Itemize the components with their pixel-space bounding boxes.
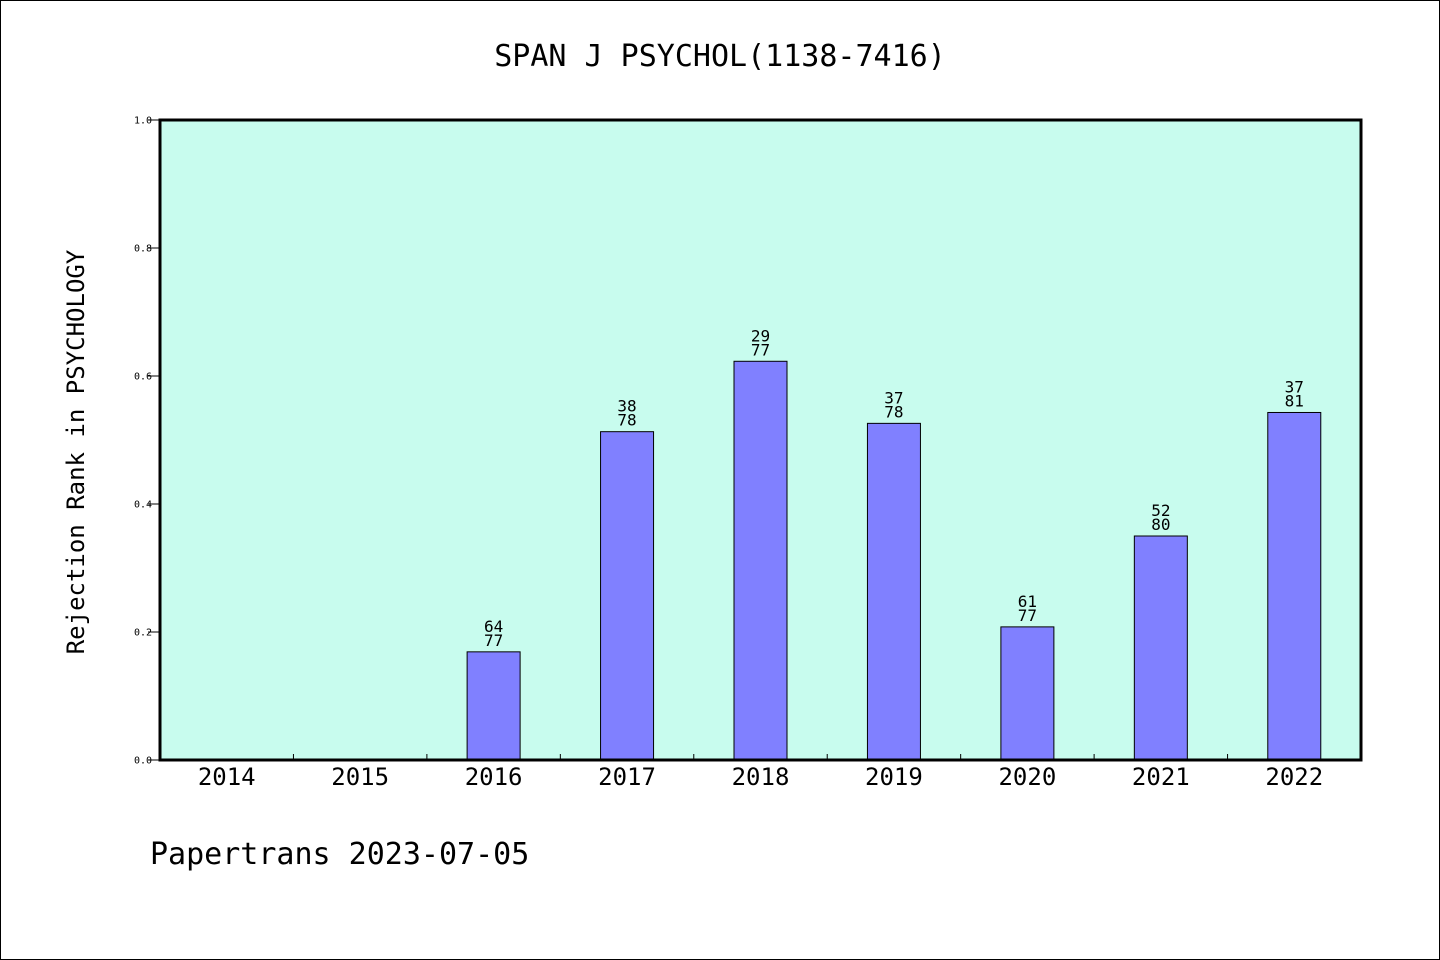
x-tick-label: 2018 — [732, 763, 790, 791]
x-tick-label: 2020 — [998, 763, 1056, 791]
bar-label-total: 80 — [1151, 515, 1170, 534]
bar — [866, 422, 921, 761]
y-tick-label: 0.8 — [134, 244, 152, 255]
chart-title: SPAN J PSYCHOL(1138-7416) — [494, 39, 946, 74]
y-axis-label: Rejection Rank in PSYCHOLOGY — [62, 249, 90, 654]
bar-label-rank: 61 — [1018, 592, 1037, 611]
bar-label-rank: 37 — [884, 388, 903, 407]
x-tick-label: 2021 — [1132, 763, 1190, 791]
x-tick-label: 2016 — [465, 763, 523, 791]
bar-label-total: 77 — [484, 631, 503, 650]
bar — [466, 651, 521, 761]
footer-credit: Papertrans 2023-07-05 — [150, 837, 529, 872]
x-tick-label: 2017 — [598, 763, 656, 791]
bar-label-rank: 29 — [751, 326, 770, 345]
bar — [1000, 626, 1055, 761]
y-tick-label: 0.6 — [134, 372, 152, 383]
bar-label-rank: 37 — [1285, 377, 1304, 396]
bar-label-total: 78 — [884, 402, 903, 421]
y-tick-label: 0.4 — [134, 500, 152, 511]
plot-border — [158, 118, 1363, 762]
x-tick-label: 2014 — [198, 763, 256, 791]
x-tick-label: 2015 — [331, 763, 389, 791]
bar-label-total: 78 — [617, 411, 636, 430]
bar-label-total: 77 — [1018, 606, 1037, 625]
x-tick-label: 2022 — [1265, 763, 1323, 791]
y-tick-label: 0.2 — [134, 628, 152, 639]
bar — [1267, 411, 1322, 761]
bar-label-rank: 52 — [1151, 501, 1170, 520]
ticks-layer: 0.0 0.2 0.4 0.6 0.8 1.0 2014 2015 2016 2017 2018 20… — [134, 116, 1323, 792]
bar — [600, 431, 655, 761]
bar — [1133, 535, 1188, 761]
bar-label-total: 81 — [1285, 391, 1304, 410]
bar-label-total: 77 — [751, 340, 770, 359]
y-tick-label: 1.0 — [134, 116, 152, 127]
x-tick-label: 2019 — [865, 763, 923, 791]
bar-label-rank: 38 — [617, 397, 636, 416]
y-tick-label: 0.0 — [134, 756, 152, 767]
bar-label-rank: 64 — [484, 617, 503, 636]
bar — [733, 360, 788, 761]
